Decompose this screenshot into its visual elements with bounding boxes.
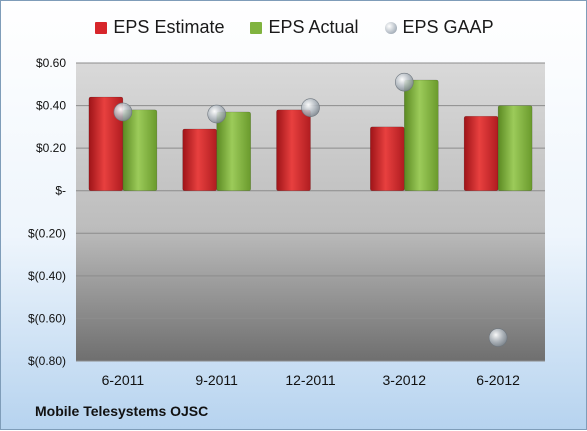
legend-label-gaap: EPS GAAP — [402, 17, 494, 37]
gaap-point — [113, 102, 133, 122]
legend-swatch-gaap — [384, 21, 397, 34]
x-tick-label: 6-2012 — [476, 372, 520, 388]
actual-bar — [404, 79, 439, 191]
y-tick-label: $- — [55, 184, 66, 198]
y-axis-ticks: $0.60 $0.40 $0.20 $- $(0.20) $(0.40) $(0.60) $(… — [28, 56, 66, 368]
y-tick-label: $(0.40) — [28, 269, 66, 283]
company-name: Mobile Telesystems OJSC — [35, 403, 209, 419]
legend-swatch-estimate — [95, 21, 108, 34]
y-tick-label: $(0.60) — [28, 311, 66, 325]
y-tick-label: $0.40 — [36, 99, 66, 113]
gaap-point — [394, 72, 414, 92]
x-tick-label: 6-2011 — [102, 372, 145, 388]
y-tick-label: $(0.80) — [28, 354, 66, 368]
legend-swatch-actual — [250, 21, 263, 34]
x-tick-label: 9-2011 — [195, 372, 238, 388]
gaap-point — [301, 98, 320, 117]
gaap-point — [488, 328, 508, 347]
gaap-points — [113, 72, 508, 347]
y-tick-label: $0.60 — [36, 56, 66, 70]
legend-item-gaap: EPS GAAP — [384, 17, 494, 38]
estimate-bar — [370, 126, 405, 191]
bars — [88, 79, 533, 191]
x-axis-ticks: 6-2011 9-2011 12-2011 3-2012 6-2012 — [102, 372, 520, 388]
legend-item-actual: EPS Actual — [250, 17, 359, 38]
legend-label-actual: EPS Actual — [268, 17, 359, 37]
actual-bar — [122, 109, 158, 191]
actual-bar — [216, 111, 251, 191]
estimate-bar — [463, 115, 499, 191]
actual-bar — [497, 105, 533, 191]
y-tick-label: $0.20 — [36, 141, 66, 155]
y-tick-label: $(0.20) — [28, 226, 66, 240]
x-tick-label: 12-2011 — [285, 372, 336, 388]
estimate-bar — [276, 109, 311, 191]
legend: EPS Estimate EPS Actual EPS GAAP — [1, 17, 587, 38]
x-tick-label: 3-2012 — [383, 372, 427, 388]
gaap-point — [207, 104, 226, 124]
legend-item-estimate: EPS Estimate — [95, 17, 224, 38]
legend-label-estimate: EPS Estimate — [113, 17, 225, 37]
estimate-bar — [182, 128, 217, 191]
